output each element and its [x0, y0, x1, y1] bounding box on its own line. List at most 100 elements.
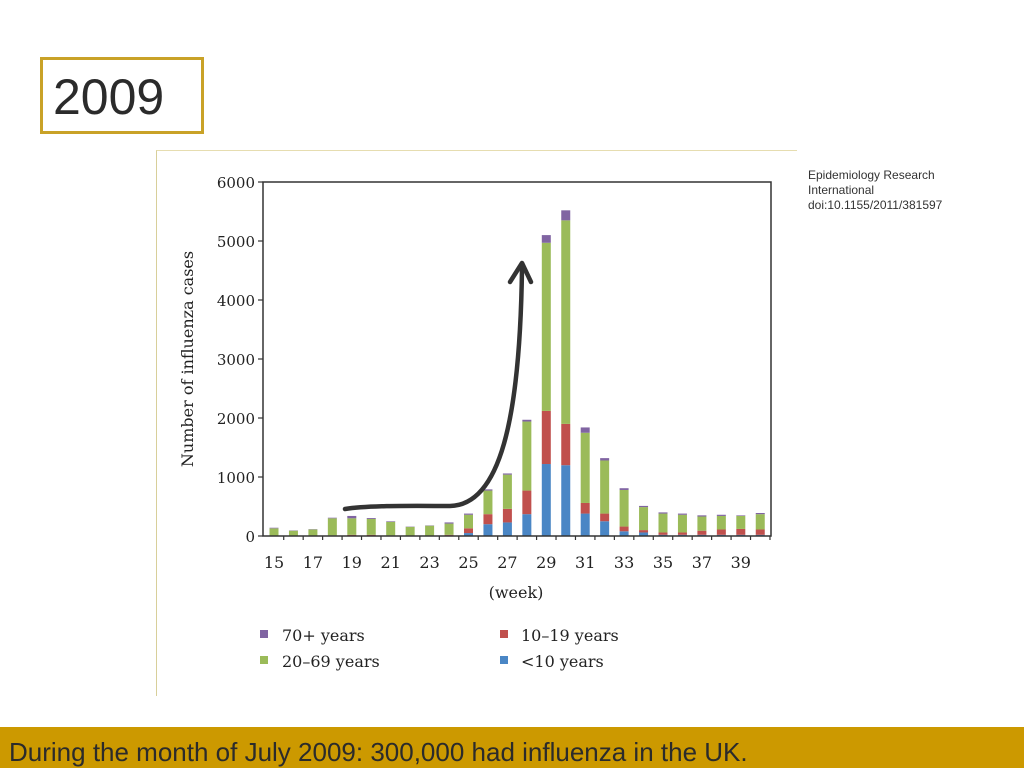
- bar-week-38-series-3: [716, 514, 726, 516]
- figure-frame: [156, 150, 797, 696]
- bar-week-30-series-3: [561, 210, 571, 221]
- y-ticks-group: 0 1000 2000 3000 4000 5000 6000: [217, 174, 263, 546]
- bar-week-27-series-1: [502, 508, 512, 523]
- y-tick-label: 0: [245, 528, 255, 546]
- bar-week-36-series-2: [677, 514, 687, 533]
- bar-week-31-series-2: [580, 432, 590, 503]
- bar-week-28-series-2: [522, 421, 532, 491]
- legend-label-20-69: 20–69 years: [282, 652, 380, 671]
- x-axis-label: (week): [489, 583, 544, 602]
- bar-week-39-series-3: [736, 515, 746, 516]
- x-ticks-group: 15 17 19 21 23 25 27 29 31 33 35 37 39: [264, 536, 771, 572]
- bar-week-25-series-0: [464, 533, 473, 536]
- bar-week-33-series-3: [619, 488, 629, 490]
- bar-week-16-series-2: [288, 530, 298, 536]
- legend-label-10-19: 10–19 years: [521, 626, 619, 645]
- x-tick-label: 19: [342, 553, 362, 572]
- bars-group: [269, 210, 765, 536]
- bar-week-38-series-1: [716, 529, 726, 535]
- bar-week-31-series-0: [580, 513, 590, 536]
- bar-week-24-series-3: [444, 522, 454, 524]
- bar-week-30-series-0: [561, 465, 571, 536]
- legend-label-under10: <10 years: [521, 652, 604, 671]
- bar-week-36-series-1: [677, 532, 687, 535]
- citation-line-1: Epidemiology Research: [808, 168, 935, 182]
- x-tick-label: 21: [381, 553, 401, 572]
- bar-week-18-series-2: [327, 518, 337, 536]
- bar-week-33-series-0: [619, 531, 629, 536]
- x-tick-label: 37: [692, 553, 712, 572]
- bar-week-39-series-1: [736, 528, 746, 535]
- bar-week-27-series-2: [502, 474, 512, 509]
- legend-label-70plus: 70+ years: [282, 626, 365, 645]
- footer-bar: During the month of July 2009: 300,000 h…: [0, 727, 1024, 768]
- bar-week-24-series-2: [444, 523, 454, 535]
- bar-week-21-series-2: [386, 521, 396, 536]
- x-tick-label: 31: [575, 553, 595, 572]
- bar-week-32-series-2: [600, 460, 610, 514]
- legend-swatch-70plus: [260, 630, 268, 638]
- y-tick-label: 5000: [217, 233, 255, 251]
- bar-week-26-series-3: [483, 489, 493, 491]
- bar-week-15-series-2: [269, 528, 279, 536]
- y-tick-label: 1000: [217, 469, 255, 487]
- legend-swatch-under10: [500, 656, 508, 664]
- x-tick-label: 25: [458, 553, 478, 572]
- x-tick-label: 27: [497, 553, 517, 572]
- bar-week-34-series-2: [639, 507, 649, 531]
- bar-week-32-series-3: [600, 458, 610, 461]
- bar-week-20-series-3: [366, 518, 376, 519]
- x-tick-label: 29: [536, 553, 556, 572]
- bar-week-34-series-3: [639, 505, 649, 508]
- y-tick-label: 6000: [217, 174, 255, 192]
- y-tick-label: 2000: [217, 410, 255, 428]
- bar-week-36-series-3: [677, 513, 687, 515]
- bar-week-37-series-1: [697, 530, 707, 535]
- bar-week-27-series-3: [502, 473, 512, 475]
- bar-week-28-series-0: [522, 514, 532, 536]
- x-tick-label: 23: [419, 553, 439, 572]
- bar-week-18-series-3: [327, 517, 337, 519]
- bar-week-29-series-2: [541, 242, 551, 411]
- citation-line-3: doi:10.1155/2011/381597: [808, 198, 943, 212]
- bar-week-33-series-1: [619, 526, 629, 532]
- bar-week-15-series-3: [269, 527, 279, 529]
- bar-week-31-series-1: [580, 502, 590, 514]
- bar-week-40-series-2: [755, 514, 765, 530]
- bar-week-19-series-2: [347, 518, 357, 535]
- bar-week-34-series-0: [639, 532, 649, 536]
- bar-week-32-series-0: [600, 521, 610, 536]
- bar-week-27-series-0: [502, 522, 512, 536]
- bar-week-29-series-0: [541, 464, 551, 536]
- x-tick-label: 17: [303, 553, 323, 572]
- bar-week-23-series-2: [425, 525, 435, 536]
- citation-line-2: International: [808, 183, 875, 197]
- citation: Epidemiology Research International doi:…: [808, 168, 1018, 213]
- bar-week-37-series-3: [697, 515, 707, 517]
- bar-week-28-series-3: [522, 419, 532, 422]
- bar-week-38-series-2: [716, 515, 726, 530]
- bar-week-35-series-3: [658, 512, 668, 514]
- influenza-chart: 0 1000 2000 3000 4000 5000 6000 15 17 19 21 23 25 27…: [178, 174, 772, 671]
- y-axis-label: Number of influenza cases: [178, 251, 197, 467]
- bar-week-34-series-1: [639, 530, 649, 533]
- y-tick-label: 4000: [217, 292, 255, 310]
- y-tick-label: 3000: [217, 351, 255, 369]
- bar-week-17-series-2: [308, 529, 318, 536]
- bar-week-30-series-2: [561, 220, 571, 424]
- x-tick-label: 39: [731, 553, 751, 572]
- bar-week-26-series-1: [483, 514, 493, 525]
- x-tick-label: 35: [653, 553, 673, 572]
- legend: 70+ years 10–19 years 20–69 years <10 ye…: [260, 626, 619, 671]
- slide-title: 2009: [53, 69, 165, 125]
- rise-arrow-head: [507, 260, 534, 285]
- bar-week-37-series-2: [697, 516, 707, 531]
- bar-week-24-series-1: [444, 534, 454, 536]
- bar-week-21-series-3: [386, 521, 396, 522]
- x-tick-label: 33: [614, 553, 634, 572]
- bar-week-40-series-3: [755, 512, 765, 515]
- bar-week-33-series-2: [619, 489, 629, 527]
- bar-week-20-series-2: [366, 518, 376, 535]
- bar-week-25-series-2: [464, 514, 473, 529]
- bar-week-29-series-1: [541, 410, 551, 465]
